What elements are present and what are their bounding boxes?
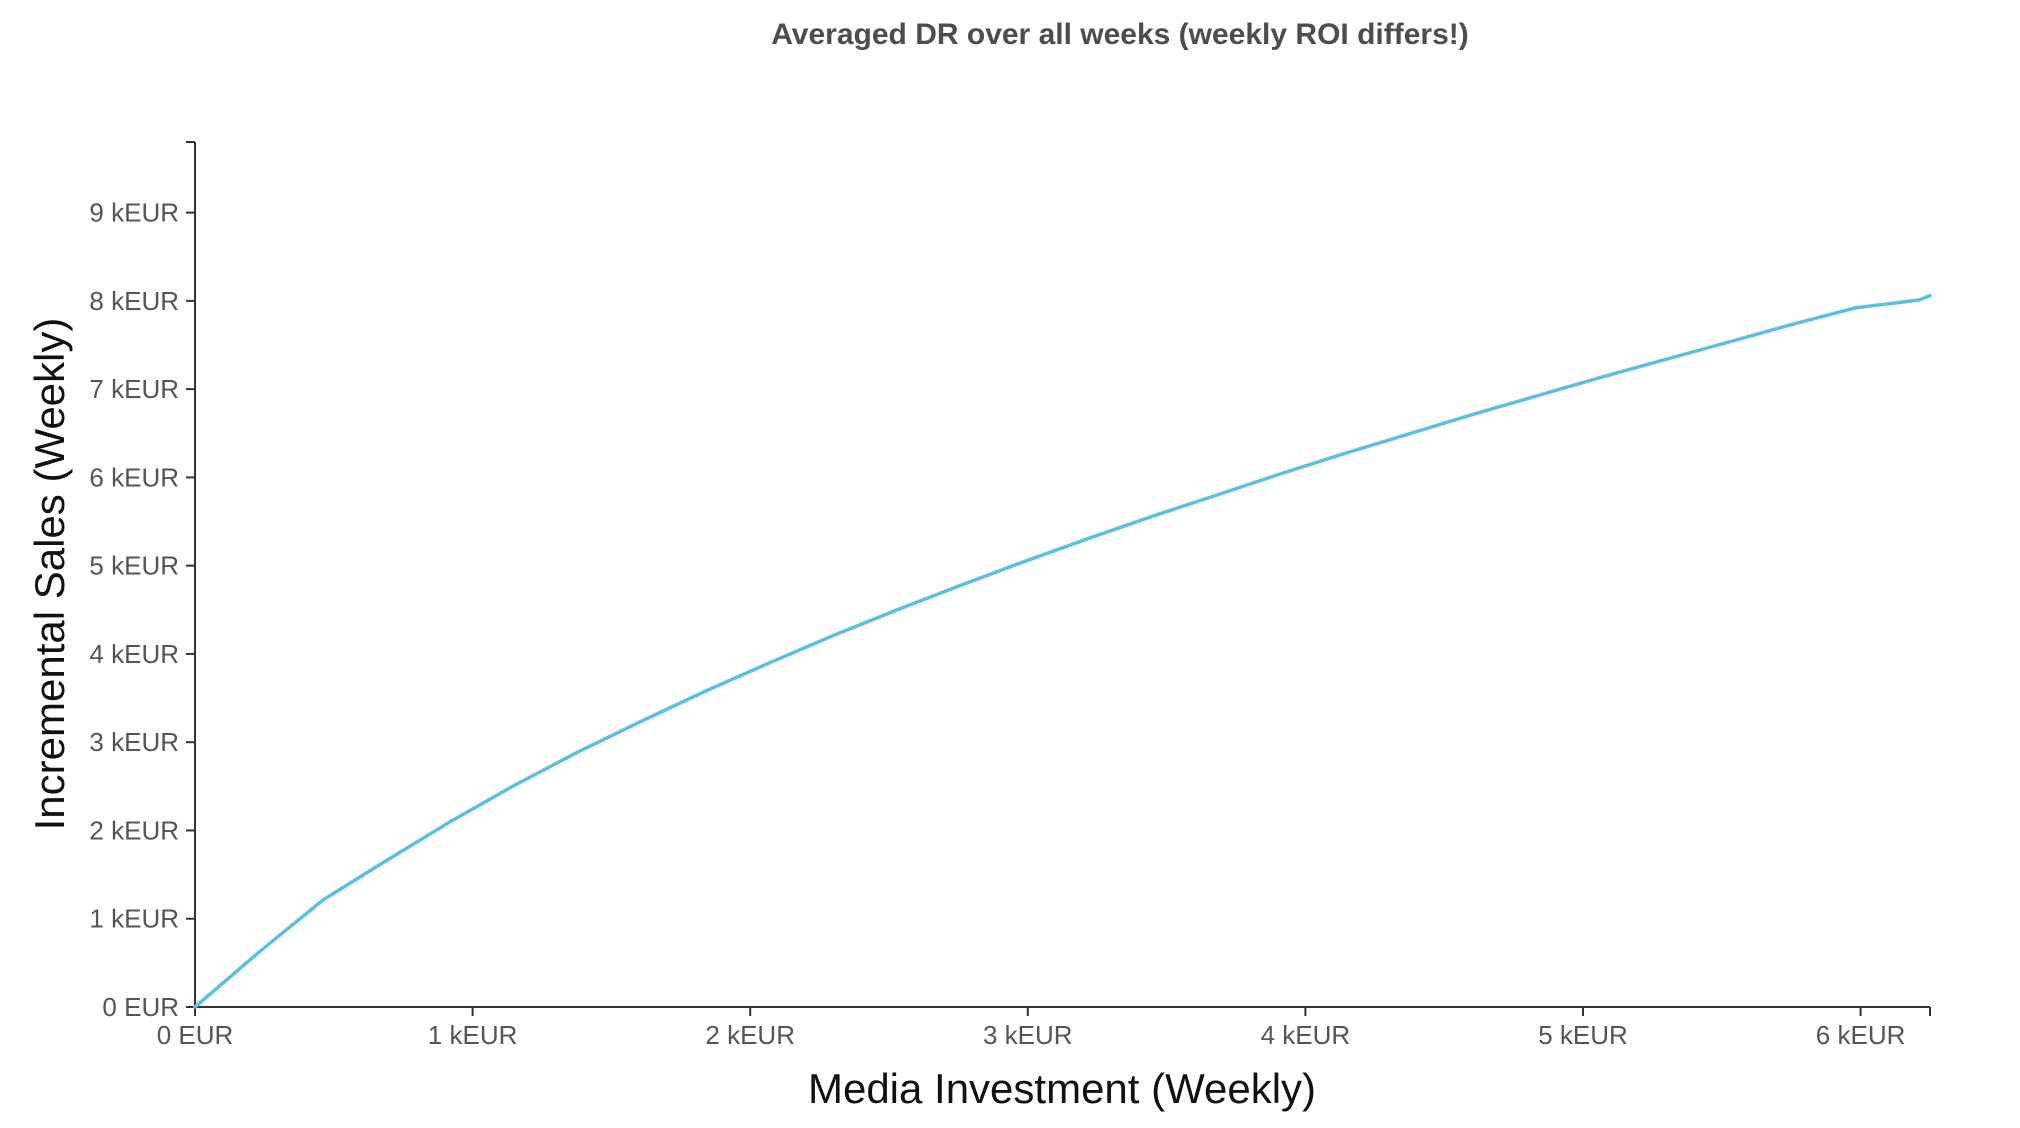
x-tick-label: 6 kEUR <box>1816 1020 1906 1050</box>
x-axis-label: Media Investment (Weekly) <box>808 1065 1316 1112</box>
y-tick-label: 9 kEUR <box>89 198 179 228</box>
y-tick-label: 2 kEUR <box>89 815 179 845</box>
x-tick-label: 2 kEUR <box>705 1020 795 1050</box>
chart-title: Averaged DR over all weeks (weekly ROI d… <box>771 18 1469 51</box>
y-tick-label: 1 kEUR <box>89 904 179 934</box>
series-layer <box>193 293 1932 1009</box>
series-line <box>193 293 1932 1009</box>
y-axis-label: Incremental Sales (Weekly) <box>26 318 73 831</box>
x-tick-label: 1 kEUR <box>428 1020 518 1050</box>
y-axis: 0 EUR 1 kEUR 2 kEUR 3 kEUR 4 kEUR 5 kEUR 6 kEU… <box>89 141 196 1022</box>
y-tick-label: 8 kEUR <box>89 286 179 316</box>
y-tick-label: 7 kEUR <box>89 374 179 404</box>
y-tick-label: 6 kEUR <box>89 462 179 492</box>
x-tick-label: 0 EUR <box>157 1020 234 1050</box>
x-tick-label: 4 kEUR <box>1261 1020 1351 1050</box>
x-tick-label: 5 kEUR <box>1538 1020 1628 1050</box>
y-tick-label: 3 kEUR <box>89 727 179 757</box>
y-tick-label: 0 EUR <box>102 992 179 1022</box>
y-tick-label: 5 kEUR <box>89 551 179 581</box>
y-tick-label: 4 kEUR <box>89 639 179 669</box>
x-tick-label: 3 kEUR <box>983 1020 1073 1050</box>
x-axis: 0 EUR 1 kEUR 2 kEUR 3 kEUR 4 kEUR 5 kEUR 6 kEU… <box>157 1006 1931 1050</box>
